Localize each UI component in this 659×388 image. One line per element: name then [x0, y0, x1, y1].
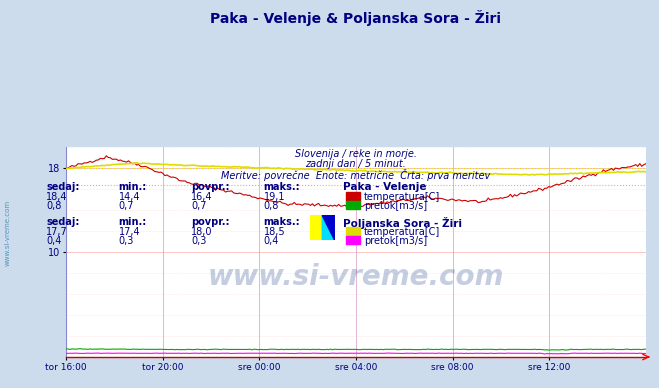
Text: zadnji dan / 5 minut.: zadnji dan / 5 minut.	[305, 159, 407, 169]
Text: 14,4: 14,4	[119, 192, 140, 202]
Text: sedaj:: sedaj:	[46, 182, 80, 192]
Text: Poljanska Sora - Žiri: Poljanska Sora - Žiri	[343, 217, 462, 229]
Text: min.:: min.:	[119, 217, 147, 227]
Text: min.:: min.:	[119, 182, 147, 192]
Text: maks.:: maks.:	[264, 182, 301, 192]
Text: 18,5: 18,5	[264, 227, 285, 237]
Text: povpr.:: povpr.:	[191, 217, 229, 227]
Text: www.si-vreme.com: www.si-vreme.com	[5, 200, 11, 266]
Text: 18,4: 18,4	[46, 192, 68, 202]
Text: 16,4: 16,4	[191, 192, 213, 202]
Polygon shape	[322, 215, 335, 241]
Text: 17,4: 17,4	[119, 227, 140, 237]
Text: 19,1: 19,1	[264, 192, 285, 202]
Text: Paka - Velenje & Poljanska Sora - Žiri: Paka - Velenje & Poljanska Sora - Žiri	[210, 10, 501, 26]
Text: Paka - Velenje: Paka - Velenje	[343, 182, 426, 192]
Text: 0,8: 0,8	[264, 201, 279, 211]
Text: 17,7: 17,7	[46, 227, 68, 237]
Text: temperatura[C]: temperatura[C]	[364, 227, 440, 237]
Text: pretok[m3/s]: pretok[m3/s]	[364, 236, 427, 246]
Text: 0,3: 0,3	[119, 236, 134, 246]
Polygon shape	[322, 215, 335, 241]
Text: sedaj:: sedaj:	[46, 217, 80, 227]
Text: www.si-vreme.com: www.si-vreme.com	[208, 263, 504, 291]
Text: Slovenija / reke in morje.: Slovenija / reke in morje.	[295, 149, 417, 159]
Text: temperatura[C]: temperatura[C]	[364, 192, 440, 202]
Text: 0,8: 0,8	[46, 201, 61, 211]
Text: 0,7: 0,7	[119, 201, 134, 211]
Text: maks.:: maks.:	[264, 217, 301, 227]
Text: 0,4: 0,4	[46, 236, 61, 246]
Text: 0,7: 0,7	[191, 201, 207, 211]
Text: Meritve: povrečne  Enote: metrične  Črta: prva meritev: Meritve: povrečne Enote: metrične Črta: …	[221, 169, 490, 181]
Text: 0,4: 0,4	[264, 236, 279, 246]
Text: povpr.:: povpr.:	[191, 182, 229, 192]
Text: 0,3: 0,3	[191, 236, 206, 246]
Bar	[310, 215, 322, 241]
Text: 18,0: 18,0	[191, 227, 213, 237]
Text: pretok[m3/s]: pretok[m3/s]	[364, 201, 427, 211]
